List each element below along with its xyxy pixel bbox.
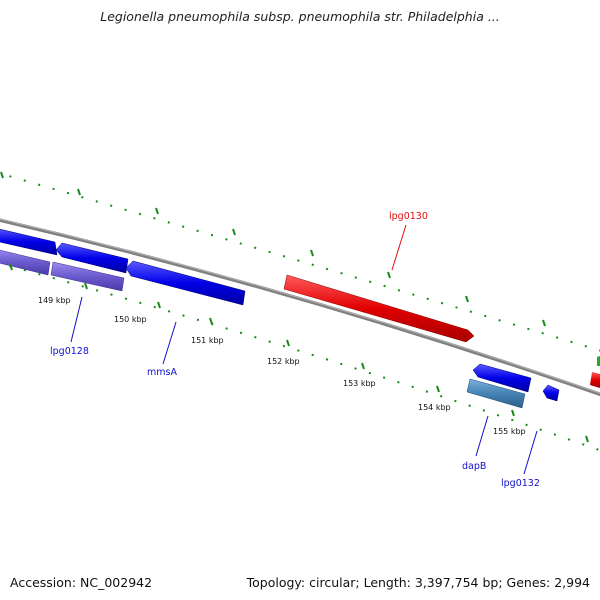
tick-label-151: 151 kbp: [191, 336, 224, 345]
genome-backbone-highlight: [0, 218, 600, 394]
gene-label-dapB[interactable]: dapB: [462, 461, 486, 472]
feature-steelblue[interactable]: [466, 378, 526, 409]
genome-summary-text: Topology: circular; Length: 3,397,754 bp…: [246, 575, 590, 590]
gene-lpg0130[interactable]: [283, 274, 475, 343]
feature-purple[interactable]: [50, 261, 125, 292]
tick-label-150: 150 kbp: [114, 315, 147, 324]
feature-left-purple[interactable]: [0, 249, 51, 276]
accession-text: Accession: NC_002942: [10, 575, 153, 590]
tick-label-153: 153 kbp: [343, 379, 376, 388]
tick-label-154: 154 kbp: [418, 403, 451, 412]
gene-label-leaders: [70, 224, 538, 475]
outer-major-ticks: [0, 171, 546, 327]
inner-major-ticks: [9, 263, 589, 443]
gene-dapB[interactable]: [472, 363, 532, 393]
tick-label-155: 155 kbp: [493, 427, 526, 436]
gene-right-edge-red[interactable]: [590, 372, 600, 388]
gene-mmsA[interactable]: [125, 260, 246, 306]
gene-left-edge-blue[interactable]: [0, 228, 58, 256]
gene-label-mmsA[interactable]: mmsA: [147, 367, 177, 378]
genome-backbone: [0, 218, 600, 397]
gene-label-lpg0128[interactable]: lpg0128: [50, 346, 89, 357]
map-title: Legionella pneumophila subsp. pneumophil…: [100, 9, 500, 24]
gene-label-lpg0130[interactable]: lpg0130: [389, 211, 428, 222]
gene-lpg0132[interactable]: [542, 384, 560, 402]
gene-right-edge-green[interactable]: [597, 356, 600, 366]
gene-lpg0128[interactable]: [55, 242, 129, 274]
gene-label-lpg0132[interactable]: lpg0132: [501, 478, 540, 489]
tick-label-149: 149 kbp: [38, 296, 71, 305]
tick-label-152: 152 kbp: [267, 357, 300, 366]
